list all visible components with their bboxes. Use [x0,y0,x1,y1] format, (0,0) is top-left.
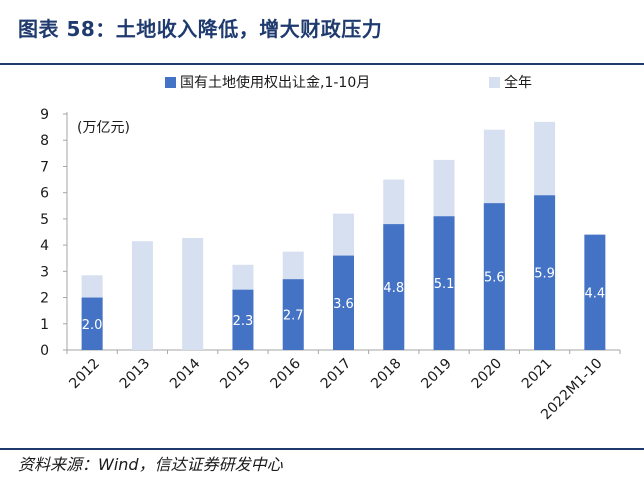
bar-full-year [131,241,153,350]
data-label: 2.3 [233,314,254,329]
bar-jan-oct [232,289,254,350]
data-label: 4.8 [383,281,404,296]
y-tick-label: 5 [40,212,49,228]
y-axis-unit-label: (万亿元) [77,120,130,136]
y-tick-label: 6 [40,186,49,202]
bar-jan-oct [433,216,455,350]
y-tick-label: 2 [40,291,49,307]
x-tick-label: 2018 [368,356,405,393]
data-label: 2.0 [82,318,103,333]
x-tick-label: 2021 [519,356,556,393]
y-tick-label: 8 [40,133,49,149]
bar-jan-oct [333,255,354,350]
data-label: 5.1 [434,277,455,292]
y-tick-label: 9 [40,107,49,123]
title-divider [0,63,644,65]
y-tick-label: 3 [40,264,49,280]
y-tick-label: 7 [40,159,49,175]
x-tick-label: 2012 [66,356,103,393]
bar-jan-oct [483,203,505,350]
source-note: 资料来源：Wind，信达证券研发中心 [18,455,283,474]
x-tick-label: 2020 [469,356,506,393]
x-tick-label: 2015 [217,356,254,393]
footer-divider [0,448,644,450]
bar-chart: 0 1 2 3 4 5 6 7 8 9 (万亿元) 2.0 2012 2013 2014 2.3 2015 2.7… [40,74,621,423]
bar-jan-oct [534,195,556,350]
bar-jan-oct [81,297,103,350]
bar-jan-oct [584,234,606,350]
x-tick-label: 2019 [418,356,455,393]
data-label: 3.6 [333,297,354,312]
chart-title: 图表 58：土地收入降低，增大财政压力 [18,17,383,41]
x-tick-label: 2013 [117,356,154,393]
x-tick-label: 2016 [268,355,305,392]
y-tick-label: 1 [40,317,49,333]
data-label: 4.4 [585,286,606,301]
bar-jan-oct [383,224,405,350]
legend-swatch-full-year [489,77,500,88]
data-label: 5.9 [534,267,555,282]
x-tick-label: 2014 [167,355,204,392]
y-tick-label: 4 [40,238,49,254]
data-label: 2.7 [283,309,304,324]
legend-swatch-jan-oct [165,77,176,88]
bar-jan-oct [282,279,304,350]
legend-label-full-year: 全年 [504,74,532,91]
data-label: 5.6 [484,271,505,286]
x-tick-label: 2017 [318,356,355,393]
bar-full-year [182,238,204,350]
legend-label-jan-oct: 国有土地使用权出让金,1-10月 [180,74,370,91]
y-tick-label: 0 [40,343,49,359]
